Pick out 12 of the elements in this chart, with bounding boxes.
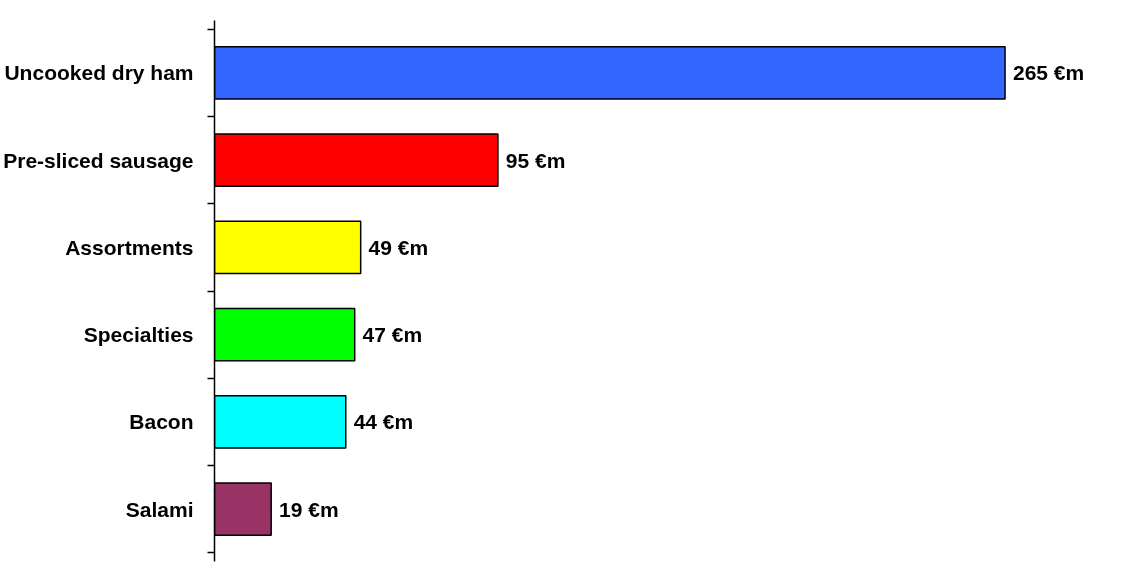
data-label: 49 €m [368,235,429,259]
data-label: 95 €m [505,148,566,172]
data-label: 265 €m [1012,61,1085,85]
data-label: 47 €m [362,323,423,347]
y-tick-label: Salami [125,497,194,521]
y-tick-label: Specialties [83,323,194,347]
y-tick-label: Assortments [65,235,194,259]
y-tick-label: Bacon [129,410,194,434]
y-tick-label: Pre-sliced sausage [3,148,194,172]
data-label: 19 €m [279,497,339,521]
y-tick-label: Uncooked dry ham [4,61,194,85]
data-label: 44 €m [353,410,414,434]
